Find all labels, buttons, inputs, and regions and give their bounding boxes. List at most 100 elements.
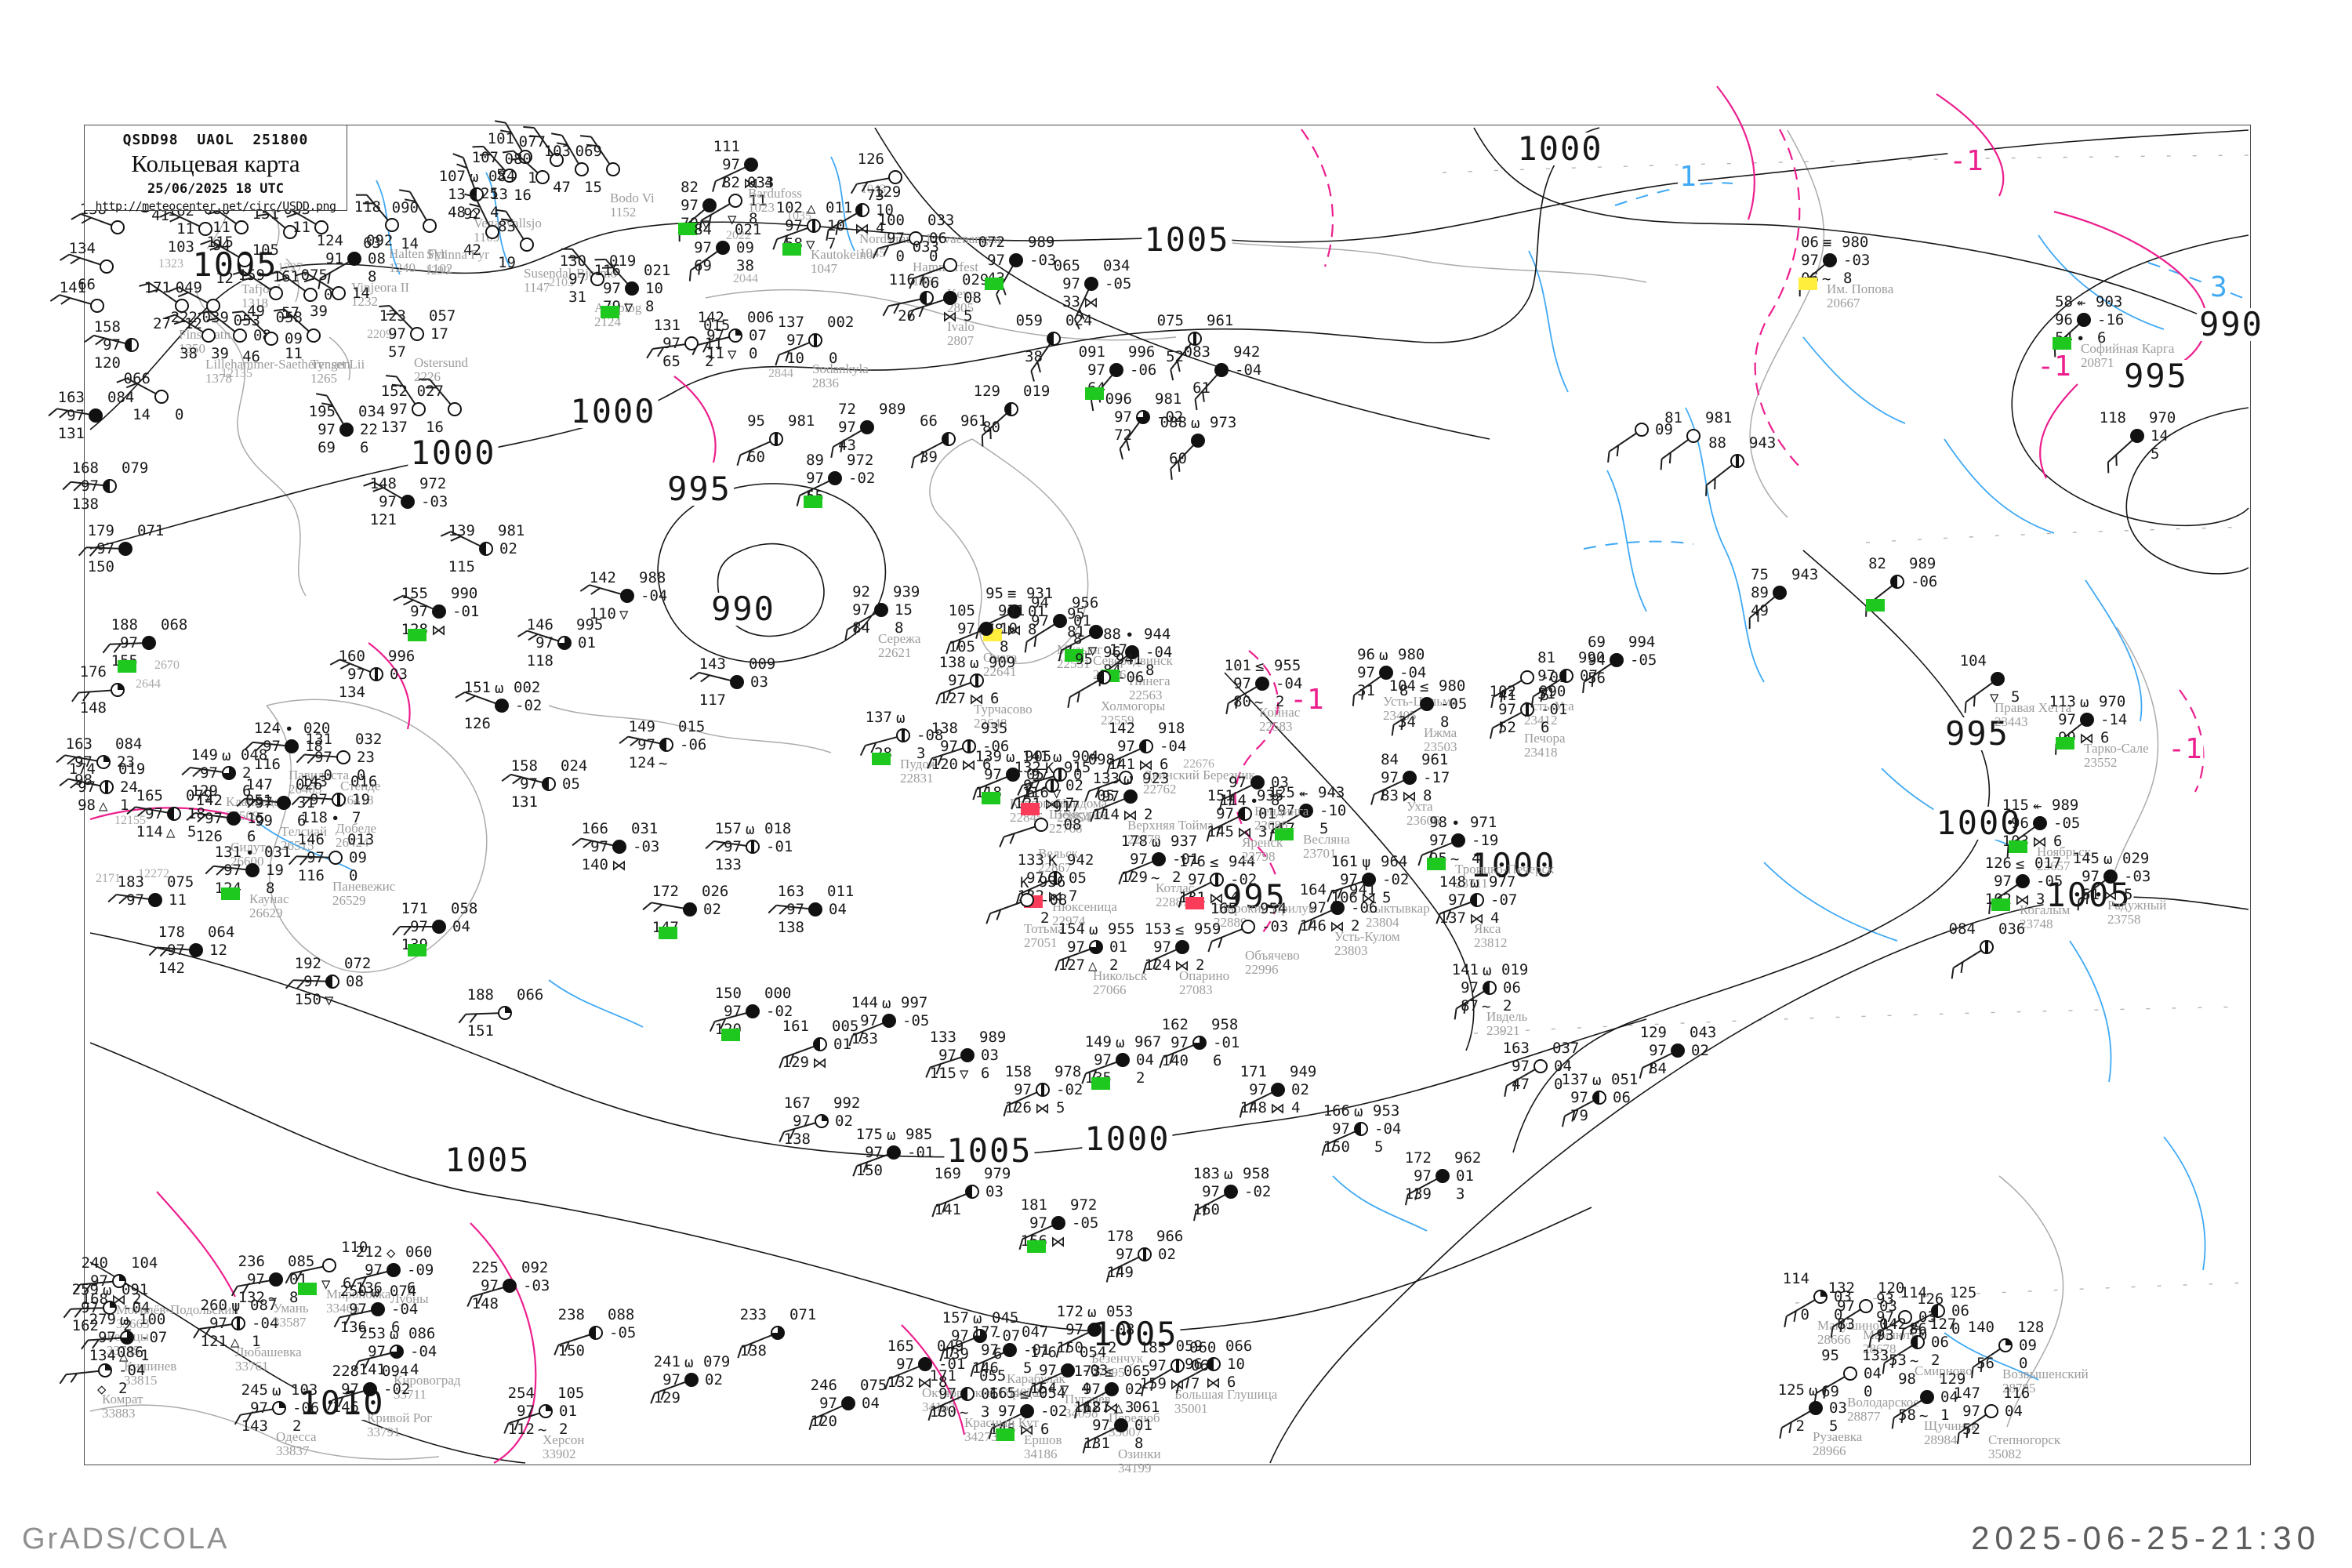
elevation-label: 2644 <box>136 677 161 691</box>
station-name: Яренск <box>1242 835 1283 850</box>
cloud-cover-icon <box>2103 869 2118 884</box>
dewpoint-value: 46 <box>242 348 260 365</box>
temperature-value: 077 <box>518 133 546 151</box>
station-label: Им. Попова 20667 <box>1827 282 1893 310</box>
dewpoint-value: 27 <box>153 315 171 332</box>
pressure-value: 961 <box>1421 751 1449 768</box>
cloud-cover-icon <box>589 1326 603 1340</box>
weather-group-value: 8 <box>1440 713 1450 731</box>
cloud-cover-icon <box>387 1263 401 1277</box>
temperature-value: 104 <box>1959 652 1987 670</box>
present-weather-icon: ω <box>371 1283 380 1301</box>
humidity-value: 97 <box>310 791 328 808</box>
temperature-value: 158 <box>510 757 538 775</box>
temperature-value: 94 <box>1031 594 1049 612</box>
cloud-cover-icon <box>189 943 203 957</box>
pressure-tendency-value: -01 <box>766 838 793 855</box>
pressure-tendency-value: 01 <box>1028 603 1046 620</box>
pressure-value: 031 <box>264 844 292 861</box>
station-name: Троицко-Печерск <box>1455 862 1555 877</box>
temperature-value: 066 <box>123 370 151 387</box>
cloud-cover-icon <box>231 1316 245 1330</box>
dewpoint-value: 117 <box>699 691 726 709</box>
cloud-cover-icon <box>495 699 509 713</box>
pressure-tendency-value: 02 <box>705 1371 723 1388</box>
weather-group-value: 8 <box>1073 630 1083 648</box>
present-weather-icon: ω <box>1470 874 1479 891</box>
bulletin-id: QSDD98 UAOL 251800 <box>122 132 309 148</box>
pressure-value: 013 <box>347 831 375 848</box>
dewpoint-value: 120 <box>93 354 121 372</box>
temperature-value: 92 <box>852 583 870 601</box>
cloud-cover-icon <box>1125 645 1139 659</box>
temperature-value: 185 <box>1139 1339 1167 1356</box>
cloud-cover-icon <box>590 272 604 286</box>
temperature-value: 187 <box>1083 1399 1110 1416</box>
elevation-label: 2171 <box>96 872 121 885</box>
pressure-value: 988 <box>639 569 666 586</box>
cloud-cover-icon <box>175 299 189 313</box>
pressure-tendency-value: 03 <box>1829 1399 1847 1417</box>
weather-group-value: 3 <box>1456 1185 1465 1203</box>
present-weather-icon: ω <box>1354 1103 1363 1120</box>
temperature-value: 98 <box>1898 1370 1916 1388</box>
humidity-value: 97 <box>785 217 803 234</box>
cloud-cover-icon <box>328 851 343 865</box>
dewpoint-value: 149 <box>1106 1264 1134 1281</box>
pressure-tendency-value: -02 <box>1244 1183 1272 1200</box>
cloud-cover-icon <box>539 1404 553 1418</box>
temperature-value: 143 <box>699 655 726 673</box>
temperature-value: 125 <box>1777 1381 1805 1399</box>
cloud-cover-icon <box>111 683 125 697</box>
present-weather-icon: ≤ <box>1105 1363 1114 1381</box>
cloud-cover-icon <box>303 288 318 302</box>
temperature-value: 154 <box>1058 920 1085 938</box>
dewpoint-value: 10 <box>786 350 804 367</box>
pressure-value: 989 <box>1909 555 1936 572</box>
temperature-value: 129 <box>973 383 1000 400</box>
temperature-value: 069 <box>575 143 602 160</box>
station-name: Радужный <box>2107 898 2167 913</box>
station-label: Печора 23418 <box>1524 731 1566 760</box>
station-label: Степногорск 35082 <box>1988 1433 2060 1461</box>
station-label: Херсон 33902 <box>543 1433 584 1461</box>
temperature-value: 131 <box>653 317 681 334</box>
dewpoint-value: 151 <box>466 1022 494 1040</box>
pressure-tendency-value: 04 <box>829 901 847 918</box>
cloud-cover-icon <box>332 793 346 807</box>
cloud-cover-icon <box>909 231 923 245</box>
station-id: 2836 <box>812 376 839 390</box>
cloud-cover-icon <box>1152 852 1166 866</box>
station-id: 22768 <box>1049 821 1083 836</box>
cloud-cover-icon <box>201 328 216 343</box>
pressure-tendency-value: -05 <box>1440 695 1468 713</box>
cloud-cover-icon <box>962 739 976 753</box>
cloud-cover-icon <box>942 432 956 446</box>
pressure-value: 068 <box>161 616 188 633</box>
temperature-value: 140 <box>1967 1319 1994 1336</box>
pressure-value: 127 <box>1929 1316 1957 1333</box>
present-weather-icon: ω <box>495 680 504 697</box>
temperature-value: 141 <box>1451 961 1479 978</box>
station-label: Halten Fyr 1240 <box>389 247 446 275</box>
station-name: Ivalo <box>947 319 975 334</box>
temperature-value: 166 <box>1323 1102 1350 1120</box>
humidity-value: 97 <box>786 901 804 918</box>
dewpoint-value: 129 <box>653 1389 681 1406</box>
cloud-type-icon: ▽ <box>960 1065 969 1083</box>
pressure-value: 002 <box>514 679 541 696</box>
weather-group-value: 38 <box>736 257 754 274</box>
temperature-value: 172 <box>652 883 679 900</box>
station-label: Sklinna Fyr 1102 <box>426 248 489 276</box>
cloud-cover-icon <box>503 1279 517 1293</box>
pressure-tendency-value: 13 <box>490 186 508 203</box>
present-weather-icon: ω <box>390 1326 399 1343</box>
cloud-cover-icon <box>620 589 634 603</box>
pressure-value: 029 <box>962 271 989 289</box>
present-weather-icon: ∼ <box>1330 882 1340 899</box>
elevation-label: 1043 <box>861 183 886 196</box>
pressure-value: 086 <box>117 1344 144 1361</box>
pressure-value: 992 <box>833 1094 861 1112</box>
weather-group-value: 4 <box>1291 1099 1301 1116</box>
cloud-cover-icon <box>1635 423 1649 437</box>
